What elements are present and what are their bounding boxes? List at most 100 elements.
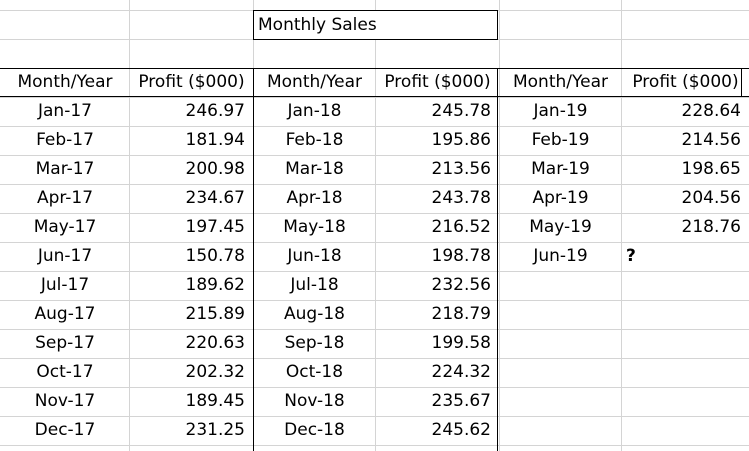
month-cell[interactable]: Feb-17 [36,130,94,150]
profit-cell[interactable] [622,416,749,445]
profit-cell[interactable] [622,271,749,300]
gridline [499,0,500,451]
gridline [0,416,749,417]
profit-cell[interactable]: 198.78 [431,246,491,266]
profit-cell[interactable]: 195.86 [431,130,491,150]
month-cell[interactable]: May-17 [33,217,97,237]
profit-cell[interactable]: 245.78 [431,101,491,121]
profit-cell[interactable]: 232.56 [431,275,491,295]
month-cell[interactable]: Mar-19 [531,159,590,179]
profit-cell[interactable]: 216.52 [431,217,491,237]
profit-cell[interactable]: 202.32 [185,362,245,382]
profit-cell[interactable]: 204.56 [681,188,741,208]
profit-cell[interactable] [622,387,749,416]
profit-cell[interactable]: 234.67 [185,188,245,208]
month-cell[interactable]: Sep-17 [35,333,95,353]
profit-cell[interactable]: 189.45 [185,391,245,411]
column-header[interactable]: Month/Year [17,72,113,92]
month-cell[interactable]: Aug-18 [284,304,345,324]
month-cell[interactable]: Feb-19 [531,130,590,150]
gridline [0,213,749,214]
month-cell[interactable] [500,329,621,358]
month-cell[interactable]: Feb-18 [285,130,344,150]
gridline [0,387,749,388]
profit-cell[interactable]: 215.89 [185,304,245,324]
month-cell[interactable] [500,300,621,329]
month-cell[interactable]: Dec-17 [34,420,96,440]
gridline [0,126,749,127]
profit-cell[interactable]: 214.56 [681,130,741,150]
month-cell[interactable]: Nov-18 [284,391,345,411]
profit-cell[interactable]: 213.56 [431,159,491,179]
gridline [621,0,622,451]
profit-cell[interactable]: 198.65 [681,159,741,179]
profit-cell[interactable]: 199.58 [431,333,491,353]
gridline [0,300,749,301]
header-bottom-border [0,96,749,97]
profit-cell[interactable]: 218.76 [681,217,741,237]
profit-cell[interactable] [622,300,749,329]
profit-cell[interactable]: 231.25 [185,420,245,440]
month-cell[interactable]: Apr-19 [532,188,589,208]
month-cell[interactable]: Jan-17 [38,101,92,121]
month-cell[interactable]: Dec-18 [284,420,345,440]
profit-cell[interactable]: 218.79 [431,304,491,324]
column-header[interactable]: Month/Year [512,72,608,92]
column-divider [741,68,742,97]
profit-cell[interactable]: 220.63 [185,333,245,353]
column-header[interactable]: Profit ($000) [632,72,739,92]
profit-cell[interactable]: 246.97 [185,101,245,121]
column-divider [497,68,498,451]
month-cell[interactable]: Jan-19 [533,101,588,121]
month-cell[interactable]: May-18 [283,217,346,237]
gridline [0,242,749,243]
month-cell[interactable]: Apr-17 [36,188,94,208]
month-cell[interactable]: Jan-18 [287,101,342,121]
month-cell[interactable]: Jun-17 [37,246,93,266]
profit-cell[interactable]: 245.62 [431,420,491,440]
profit-cell[interactable]: 228.64 [681,101,741,121]
gridline [129,0,130,451]
month-cell[interactable] [500,271,621,300]
month-cell[interactable] [500,387,621,416]
month-cell[interactable]: Oct-18 [285,362,344,382]
month-cell[interactable]: Sep-18 [284,333,345,353]
gridline [0,184,749,185]
profit-cell[interactable]: 197.45 [185,217,245,237]
sheet-title-cell[interactable]: Monthly Sales [253,10,498,40]
month-cell[interactable]: Jul-18 [290,275,339,295]
gridline [0,445,749,446]
month-cell[interactable]: May-19 [529,217,592,237]
column-header[interactable]: Profit ($000) [384,72,491,92]
profit-cell[interactable]: 243.78 [431,188,491,208]
profit-cell[interactable]: 235.67 [431,391,491,411]
month-cell[interactable]: Jun-18 [287,246,342,266]
gridline [0,97,749,98]
month-cell[interactable]: Nov-17 [34,391,96,411]
gridline [375,0,376,451]
month-cell[interactable]: Apr-18 [286,188,343,208]
profit-cell[interactable]: 189.62 [185,275,245,295]
month-cell[interactable] [500,416,621,445]
profit-cell[interactable]: 200.98 [185,159,245,179]
month-cell[interactable]: Jul-17 [40,275,90,295]
month-cell[interactable]: Mar-17 [35,159,95,179]
month-cell[interactable] [500,358,621,387]
profit-cell[interactable] [622,358,749,387]
month-cell[interactable]: Jun-19 [533,246,588,266]
profit-cell[interactable]: 150.78 [185,246,245,266]
profit-cell[interactable]: 181.94 [185,130,245,150]
column-header[interactable]: Profit ($000) [138,72,245,92]
column-header[interactable]: Month/Year [266,72,362,92]
gridline [0,329,749,330]
gridline [0,358,749,359]
month-cell[interactable]: Oct-17 [36,362,94,382]
profit-cell[interactable]: 224.32 [431,362,491,382]
month-cell[interactable]: Mar-18 [285,159,344,179]
month-cell[interactable]: Aug-17 [34,304,96,324]
profit-cell[interactable] [622,329,749,358]
column-divider [253,68,254,451]
gridline [0,155,749,156]
profit-cell[interactable]: ? [626,246,636,266]
